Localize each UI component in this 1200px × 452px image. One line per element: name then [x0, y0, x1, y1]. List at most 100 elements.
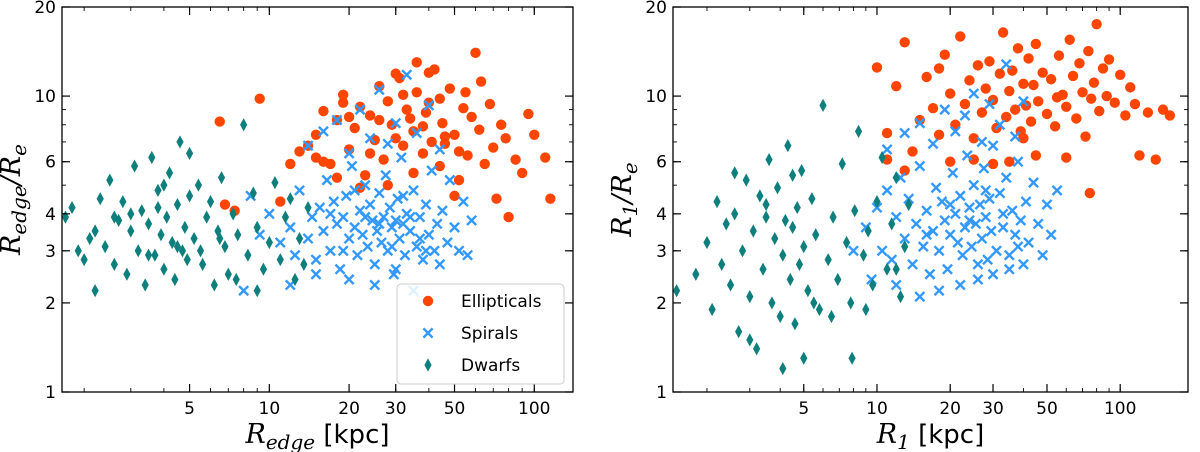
- point-ellipticals: [449, 129, 460, 140]
- point-spirals: [924, 268, 936, 280]
- point-dwarfs: [762, 210, 770, 224]
- y-tick-label: 3: [45, 242, 56, 262]
- point-dwarfs: [742, 173, 750, 187]
- point-ellipticals: [1086, 93, 1097, 104]
- point-spirals: [395, 152, 407, 163]
- point-spirals: [431, 218, 443, 230]
- point-spirals: [466, 214, 478, 226]
- point-ellipticals: [466, 111, 477, 123]
- point-ellipticals: [891, 80, 902, 92]
- point-spirals: [964, 202, 975, 214]
- point-dwarfs: [265, 235, 273, 250]
- point-ellipticals: [976, 107, 988, 118]
- point-spirals: [980, 184, 992, 196]
- point-spirals: [954, 190, 966, 202]
- point-dwarfs: [791, 317, 799, 331]
- point-dwarfs: [838, 157, 846, 171]
- point-dwarfs: [892, 171, 900, 185]
- point-spirals: [927, 225, 939, 237]
- point-spirals: [364, 132, 376, 144]
- y-tick-label: 4: [45, 205, 56, 225]
- y-axis-label-subscript: e: [618, 162, 642, 174]
- point-ellipticals: [972, 60, 984, 71]
- point-spirals: [429, 245, 440, 257]
- point-dwarfs: [253, 220, 261, 234]
- point-spirals: [317, 125, 329, 137]
- point-spirals: [357, 229, 369, 241]
- point-ellipticals: [1101, 90, 1112, 102]
- point-ellipticals: [939, 49, 950, 60]
- point-dwarfs: [804, 284, 812, 298]
- point-spirals: [1020, 196, 1032, 208]
- point-ellipticals: [397, 89, 409, 101]
- point-dwarfs: [731, 207, 739, 221]
- y-tick-label: 6: [656, 153, 667, 173]
- point-spirals: [373, 84, 385, 96]
- point-ellipticals: [1045, 74, 1057, 85]
- x-tick-label: 10: [259, 399, 281, 419]
- point-ellipticals: [488, 142, 499, 153]
- plot-frame-right: [672, 6, 1189, 393]
- point-dwarfs: [873, 194, 881, 209]
- point-ellipticals: [1120, 110, 1131, 121]
- point-dwarfs: [864, 224, 872, 238]
- point-ellipticals: [434, 93, 446, 104]
- point-dwarfs: [798, 163, 806, 178]
- point-spirals: [907, 258, 918, 270]
- point-dwarfs: [883, 262, 891, 276]
- point-ellipticals: [899, 165, 910, 176]
- y-tick-label: 1: [45, 383, 56, 403]
- point-ellipticals: [907, 146, 918, 157]
- y-axis-label-subscript: 1: [618, 204, 642, 217]
- point-ellipticals: [1004, 85, 1015, 97]
- point-spirals: [985, 225, 997, 237]
- x-tick-label: 20: [338, 399, 360, 419]
- point-dwarfs: [130, 159, 139, 173]
- point-ellipticals: [364, 110, 376, 121]
- point-dwarfs: [91, 284, 99, 298]
- point-spirals: [954, 279, 966, 291]
- point-spirals: [949, 208, 961, 220]
- point-spirals: [972, 274, 984, 285]
- point-dwarfs: [812, 228, 820, 242]
- point-spirals: [890, 279, 902, 291]
- point-dwarfs: [672, 284, 681, 298]
- point-dwarfs: [96, 192, 104, 206]
- point-dwarfs: [221, 239, 229, 254]
- point-spirals: [354, 104, 366, 116]
- point-dwarfs: [834, 272, 842, 287]
- point-ellipticals: [1080, 131, 1091, 142]
- y-tick-label: 4: [656, 205, 667, 225]
- point-ellipticals: [1129, 98, 1141, 110]
- x-axis-label-symbol: R: [244, 419, 265, 450]
- point-ellipticals: [1025, 116, 1037, 127]
- point-spirals: [366, 214, 378, 226]
- point-dwarfs: [815, 302, 824, 317]
- point-spirals: [1009, 131, 1021, 142]
- y-tick-label: 1: [656, 383, 667, 403]
- point-spirals: [1003, 263, 1015, 275]
- point-dwarfs: [185, 189, 194, 203]
- x-tick-label: 30: [982, 399, 1004, 419]
- point-spirals: [983, 98, 995, 110]
- point-ellipticals: [944, 88, 956, 99]
- point-ellipticals: [944, 156, 956, 167]
- point-dwarfs: [168, 235, 176, 250]
- point-spirals: [411, 241, 423, 253]
- point-ellipticals: [484, 98, 496, 110]
- point-dwarfs: [173, 239, 182, 254]
- point-dwarfs: [160, 178, 168, 192]
- point-ellipticals: [987, 158, 999, 170]
- point-spirals: [411, 127, 423, 139]
- point-ellipticals: [933, 63, 945, 74]
- point-dwarfs: [199, 257, 207, 271]
- point-spirals: [359, 179, 371, 191]
- point-spirals: [876, 245, 888, 257]
- point-ellipticals: [378, 154, 389, 165]
- point-dwarfs: [74, 244, 82, 258]
- point-ellipticals: [254, 93, 265, 104]
- point-ellipticals: [1018, 133, 1029, 144]
- point-spirals: [961, 150, 973, 161]
- point-ellipticals: [1053, 50, 1065, 61]
- point-ellipticals: [1097, 63, 1109, 74]
